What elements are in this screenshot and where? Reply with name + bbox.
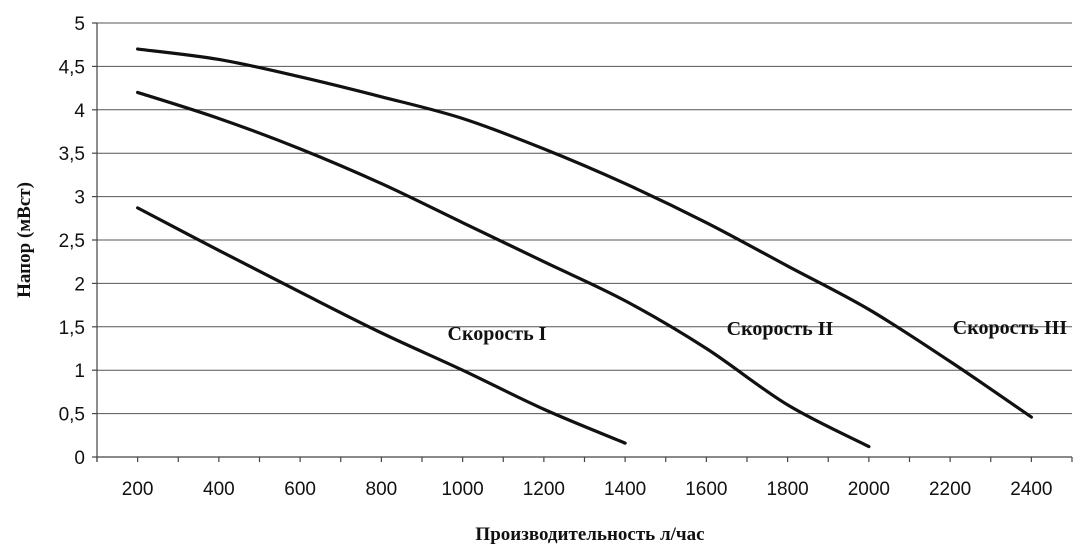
x-tick-label: 200 <box>122 479 154 500</box>
series-labels: Скорость I Скорость II Скорость III <box>448 317 1068 345</box>
x-tick-label: 1600 <box>685 479 727 500</box>
y-tick-label: 2,5 <box>59 231 85 252</box>
x-tick-label: 1400 <box>604 479 646 500</box>
grid-lines <box>97 22 1072 415</box>
series-line-2 <box>136 90 871 449</box>
series-lines <box>136 47 1033 449</box>
x-tick-label: 400 <box>203 479 235 500</box>
y-axis-title: Напор (мВст) <box>14 182 35 298</box>
series-line-3 <box>136 47 1033 419</box>
x-tick-label: 2200 <box>929 479 971 500</box>
y-tick-label: 0 <box>74 448 85 469</box>
y-tick-label: 1 <box>74 361 85 382</box>
axes: 0 0,5 1 1,5 2 2,5 3 3,5 4 4,5 5 200 400 600 800 1000 120… <box>59 14 1073 500</box>
y-tick-label: 4,5 <box>59 57 85 78</box>
y-tick-label: 1,5 <box>59 318 85 339</box>
x-tick-label: 1000 <box>441 479 483 500</box>
series-line-1 <box>136 206 627 445</box>
y-tick-label: 5 <box>74 14 85 35</box>
x-tick-label: 1200 <box>523 479 565 500</box>
series-label-1: Скорость I <box>448 323 547 345</box>
series-label-2: Скорость II <box>727 318 834 340</box>
x-axis-title: Производительность л/час <box>475 524 704 545</box>
x-tick-label: 1800 <box>766 479 808 500</box>
x-tick-label: 2000 <box>848 479 890 500</box>
series-label-3: Скорость III <box>953 317 1068 339</box>
y-tick-label: 3 <box>74 188 85 209</box>
y-tick-label: 2 <box>74 274 85 295</box>
y-tick-label: 0,5 <box>59 405 85 426</box>
x-tick-label: 600 <box>284 479 316 500</box>
y-tick-label: 4 <box>74 101 85 122</box>
x-tick-label: 2400 <box>1010 479 1052 500</box>
x-tick-label: 800 <box>366 479 398 500</box>
y-tick-label: 3,5 <box>59 144 85 165</box>
